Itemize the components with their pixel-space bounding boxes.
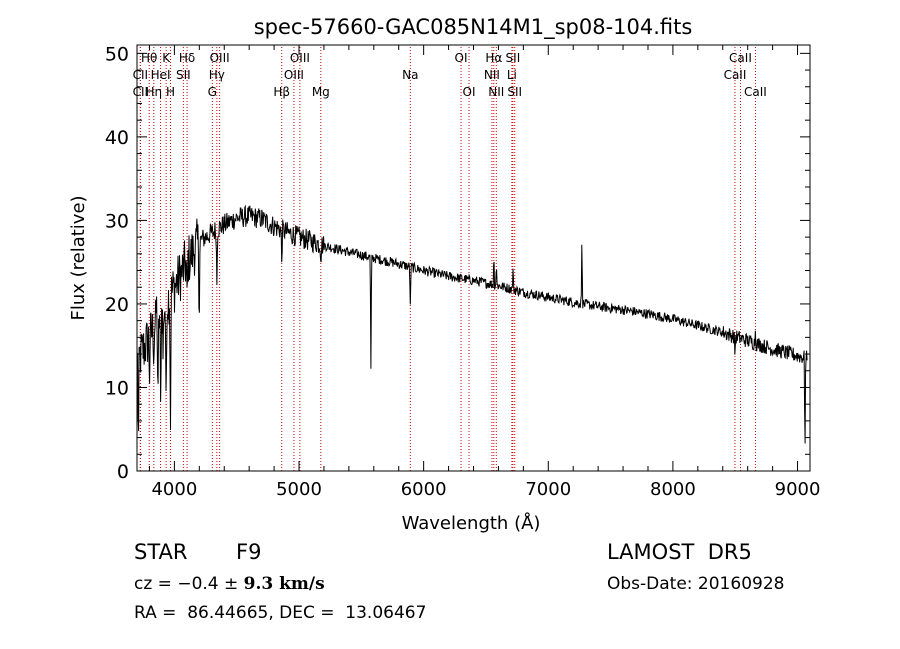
- x-tick-label: 8000: [650, 479, 696, 500]
- line-label: Hδ: [179, 51, 195, 65]
- x-tick-label: 7000: [525, 479, 571, 500]
- x-axis-label: Wavelength (Å): [402, 512, 541, 534]
- y-axis-label: Flux (relative): [68, 195, 89, 320]
- obs-date: Obs-Date: 20160928: [607, 574, 785, 594]
- spectrum-line: [137, 204, 808, 444]
- x-tick-label: 4000: [151, 479, 197, 500]
- survey-name: LAMOST DR5: [607, 540, 752, 564]
- line-label: Li: [507, 68, 517, 82]
- x-axis: 4000 5000 6000 7000 8000 9000: [148, 45, 821, 500]
- line-label: OI: [463, 85, 476, 99]
- y-tick-label: 30: [105, 210, 129, 232]
- line-label: Hβ: [273, 85, 290, 99]
- line-label: OIII: [290, 51, 310, 65]
- y-tick-label: 40: [105, 127, 129, 149]
- line-label: K: [162, 51, 171, 65]
- line-label: OIII: [210, 51, 230, 65]
- line-label: CII: [133, 85, 148, 99]
- line-label: Na: [402, 68, 418, 82]
- redshift: cz = −0.4 ± 9.3 km/s: [134, 574, 325, 594]
- line-label: Hθ: [141, 51, 157, 65]
- line-label: Hγ: [209, 68, 225, 82]
- line-label: NII: [484, 68, 500, 82]
- object-class: STAR: [134, 540, 188, 564]
- line-label: CaII: [724, 68, 747, 82]
- line-label: CII: [133, 68, 148, 82]
- line-label: Hα: [485, 51, 502, 65]
- y-tick-label: 20: [105, 294, 129, 316]
- plot-frame: [136, 44, 811, 472]
- y-axis: 0 10 20 30 40 50: [105, 43, 810, 483]
- x-tick-label: 9000: [775, 479, 821, 500]
- line-label: H: [166, 85, 175, 99]
- line-label: HeI: [151, 68, 171, 82]
- coordinates: RA = 86.44665, DEC = 13.06467: [134, 603, 427, 623]
- y-tick-label: 10: [105, 377, 129, 399]
- line-label: SII: [176, 68, 191, 82]
- line-label: CaII: [729, 51, 752, 65]
- redshift-value: 9.3 km/s: [243, 574, 325, 594]
- line-label: Hη: [146, 85, 163, 99]
- x-tick-label: 5000: [276, 479, 322, 500]
- line-label: NII: [488, 85, 504, 99]
- redshift-prefix: cz = −0.4 ±: [134, 574, 244, 594]
- line-label: CaII: [744, 85, 767, 99]
- y-tick-label: 50: [105, 43, 129, 65]
- spectral-line-markers: [139, 47, 756, 471]
- y-tick-label: 0: [117, 461, 129, 483]
- object-subclass: F9: [236, 540, 262, 564]
- line-label: OI: [455, 51, 468, 65]
- line-label: OIII: [284, 68, 304, 82]
- chart-title: spec-57660-GAC085N14M1_sp08-104.fits: [254, 15, 693, 40]
- x-tick-label: 6000: [401, 479, 447, 500]
- line-label: SII: [507, 85, 522, 99]
- line-label: SII: [506, 51, 521, 65]
- line-label: G: [208, 85, 217, 99]
- line-label: Mg: [312, 85, 330, 99]
